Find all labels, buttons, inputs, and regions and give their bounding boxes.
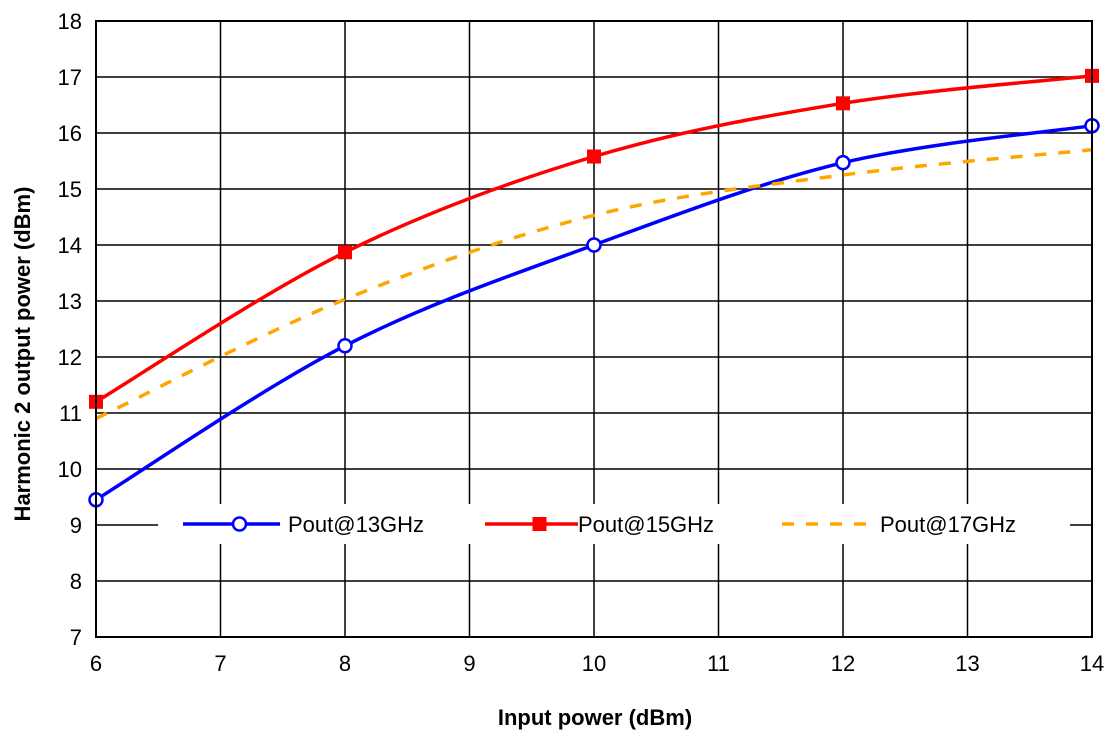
data-point-1-3 xyxy=(836,96,850,111)
legend-marker-1 xyxy=(532,517,547,531)
y-tick-label-5: 12 xyxy=(58,345,82,370)
series-line-1 xyxy=(95,74,1093,404)
data-point-0-3 xyxy=(835,154,851,171)
legend-label-2: Pout@17GHz xyxy=(880,512,1016,537)
x-axis-label: Input power (dBm) xyxy=(498,705,692,730)
x-tick-label-6: 12 xyxy=(831,651,855,676)
y-tick-label-0: 7 xyxy=(70,625,82,650)
x-tick-label-0: 6 xyxy=(90,651,102,676)
y-tick-label-3: 10 xyxy=(58,457,82,482)
y-tick-label-6: 13 xyxy=(58,289,82,314)
y-tick-label-11: 18 xyxy=(58,9,82,34)
plot-frame xyxy=(95,20,1093,638)
x-tick-label-8: 14 xyxy=(1080,651,1104,676)
x-tick-label-2: 8 xyxy=(339,651,351,676)
y-axis-label: Harmonic 2 output power (dBm) xyxy=(10,187,35,522)
y-tick-label-2: 9 xyxy=(70,513,82,538)
data-point-0-1 xyxy=(337,338,353,354)
y-tick-labels: 7 8 9 10 11 12 13 14 15 16 17 18 xyxy=(58,9,82,650)
series-lines xyxy=(88,68,1100,508)
data-point-1-1 xyxy=(338,245,352,260)
x-tick-labels: 6 7 8 9 10 11 12 13 14 xyxy=(90,651,1104,676)
legend: Pout@13GHz Pout@15GHz Pout@17GHz xyxy=(158,504,1070,544)
series-line-2 xyxy=(95,148,1093,421)
y-tick-label-4: 11 xyxy=(59,401,82,426)
data-point-1-2 xyxy=(587,149,601,164)
y-tick-label-9: 16 xyxy=(58,121,82,146)
x-tick-label-3: 9 xyxy=(463,651,475,676)
x-tick-label-4: 10 xyxy=(582,651,606,676)
legend-background xyxy=(158,504,1070,544)
x-tick-label-7: 13 xyxy=(955,651,979,676)
y-tick-label-7: 14 xyxy=(58,233,82,258)
y-tick-label-8: 15 xyxy=(58,177,82,202)
legend-label-1: Pout@15GHz xyxy=(578,512,714,537)
x-tick-label-1: 7 xyxy=(214,651,226,676)
y-tick-label-10: 17 xyxy=(58,65,82,90)
y-tick-label-1: 8 xyxy=(70,569,82,594)
legend-marker-0 xyxy=(231,516,248,532)
data-point-0-2 xyxy=(586,237,602,253)
x-tick-label-5: 11 xyxy=(707,651,730,676)
legend-label-0: Pout@13GHz xyxy=(288,512,424,537)
